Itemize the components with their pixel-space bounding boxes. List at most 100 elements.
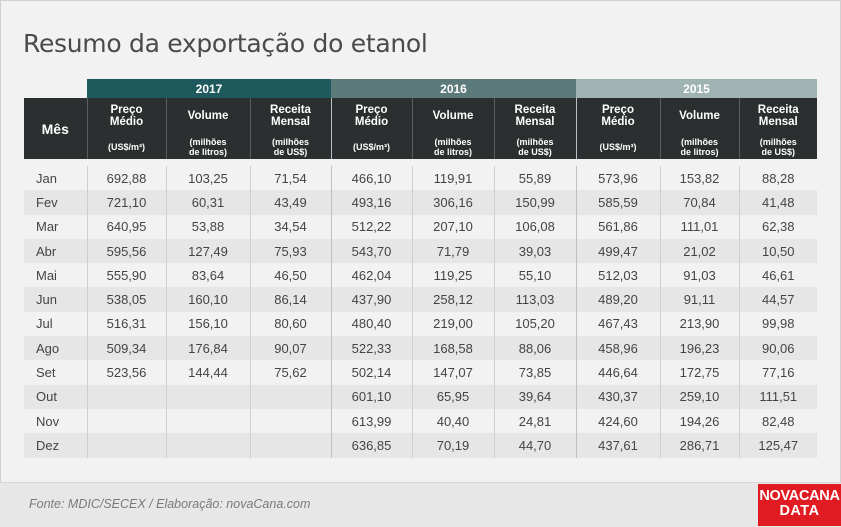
col-header-price-2015: Preço Médio: [575, 98, 660, 134]
col-header-revenue-2015: Receita Mensal: [738, 98, 817, 134]
price-cell-2015: 467,43: [575, 311, 660, 337]
volume-cell-2015: 259,10: [659, 384, 739, 409]
volume-cell-2017: 176,84: [165, 336, 250, 361]
revenue-cell-2016: 73,85: [493, 360, 576, 385]
price-cell-2016: 493,16: [330, 190, 412, 215]
month-cell: Nov: [24, 408, 87, 434]
unit-revenue-2016: (milhões de US$): [493, 134, 576, 159]
month-cell: Dez: [24, 433, 87, 458]
price-cell-2015: 489,20: [575, 287, 660, 312]
volume-cell-2016: 119,91: [411, 166, 494, 191]
volume-cell-2015: 153,82: [659, 166, 739, 191]
revenue-cell-2017: [249, 433, 331, 458]
volume-cell-2016: 70,19: [411, 433, 494, 458]
table-row: Mai 555,90 83,64 46,50 462,04 119,25 55,10 512,…: [24, 263, 817, 288]
revenue-cell-2017: 80,60: [249, 311, 331, 337]
revenue-cell-2017: 75,62: [249, 360, 331, 385]
price-cell-2016: 522,33: [330, 336, 412, 361]
unit-volume-2015: (milhões de litros): [659, 134, 739, 159]
revenue-cell-2016: 55,89: [493, 166, 576, 191]
price-cell-2015: 561,86: [575, 214, 660, 239]
revenue-cell-2017: [249, 384, 331, 409]
unit-volume-2016: (milhões de litros): [411, 134, 494, 159]
price-cell-2016: 613,99: [330, 408, 412, 434]
revenue-cell-2015: 125,47: [738, 433, 817, 458]
month-cell: Mar: [24, 214, 87, 239]
unit-price-2017: (US$/m³): [86, 134, 166, 159]
table-row: Jan 692,88 103,25 71,54 466,10 119,91 55,89 573…: [24, 166, 817, 191]
price-cell-2015: 573,96: [575, 166, 660, 191]
col-header-volume-2017: Volume: [165, 98, 250, 134]
revenue-cell-2015: 62,38: [738, 214, 817, 239]
price-cell-2017: [86, 433, 166, 458]
price-cell-2017: 538,05: [86, 287, 166, 312]
price-cell-2017: 523,56: [86, 360, 166, 385]
revenue-cell-2017: [249, 408, 331, 434]
logo-line-1: NOVACANA: [759, 488, 840, 504]
volume-cell-2016: 65,95: [411, 384, 494, 409]
volume-cell-2015: 21,02: [659, 238, 739, 264]
price-cell-2016: 512,22: [330, 214, 412, 239]
revenue-cell-2015: 46,61: [738, 263, 817, 288]
volume-cell-2017: [165, 433, 250, 458]
revenue-cell-2015: 10,50: [738, 238, 817, 264]
table-row: Jul 516,31 156,10 80,60 480,40 219,00 105,20 46…: [24, 311, 817, 337]
volume-cell-2015: 286,71: [659, 433, 739, 458]
price-cell-2016: 601,10: [330, 384, 412, 409]
col-header-volume-2016: Volume: [411, 98, 494, 134]
volume-cell-2017: 156,10: [165, 311, 250, 337]
unit-volume-2017: (milhões de litros): [165, 134, 250, 159]
month-cell: Jul: [24, 311, 87, 337]
table-row: Dez 636,85 70,19 44,70 437,61 286,71 125,47: [24, 433, 817, 458]
price-cell-2015: 446,64: [575, 360, 660, 385]
table-row: Abr 595,56 127,49 75,93 543,70 71,79 39,03 499,…: [24, 238, 817, 264]
revenue-cell-2015: 99,98: [738, 311, 817, 337]
volume-cell-2016: 219,00: [411, 311, 494, 337]
table-row: Jun 538,05 160,10 86,14 437,90 258,12 113,03 48…: [24, 287, 817, 312]
col-header-revenue-2016: Receita Mensal: [493, 98, 576, 134]
price-cell-2015: 512,03: [575, 263, 660, 288]
revenue-cell-2016: 24,81: [493, 408, 576, 434]
month-cell: Out: [24, 384, 87, 409]
unit-price-2016: (US$/m³): [330, 134, 412, 159]
revenue-cell-2016: 113,03: [493, 287, 576, 312]
revenue-cell-2015: 77,16: [738, 360, 817, 385]
price-cell-2016: 480,40: [330, 311, 412, 337]
year-header-2015: 2015: [576, 79, 817, 98]
price-cell-2017: 692,88: [86, 166, 166, 191]
price-cell-2016: 543,70: [330, 238, 412, 264]
volume-cell-2017: 83,64: [165, 263, 250, 288]
source-note: Fonte: MDIC/SECEX / Elaboração: novaCana…: [29, 497, 311, 511]
revenue-cell-2016: 105,20: [493, 311, 576, 337]
revenue-cell-2015: 90,06: [738, 336, 817, 361]
ethanol-export-table: 2017 2016 2015 Mês Preço Médio Volume Rec…: [24, 79, 817, 458]
table-body: Jan 692,88 103,25 71,54 466,10 119,91 55,89 573…: [24, 166, 817, 458]
revenue-cell-2016: 39,64: [493, 384, 576, 409]
col-header-price-2017: Preço Médio: [86, 98, 166, 134]
revenue-cell-2017: 43,49: [249, 190, 331, 215]
year-header-blank: [24, 79, 87, 98]
revenue-cell-2015: 82,48: [738, 408, 817, 434]
month-cell: Jun: [24, 287, 87, 312]
revenue-cell-2015: 88,28: [738, 166, 817, 191]
price-cell-2015: 424,60: [575, 408, 660, 434]
volume-cell-2016: 147,07: [411, 360, 494, 385]
price-cell-2015: 430,37: [575, 384, 660, 409]
month-cell: Abr: [24, 238, 87, 264]
revenue-cell-2017: 90,07: [249, 336, 331, 361]
price-cell-2017: 640,95: [86, 214, 166, 239]
page-title: Resumo da exportação do etanol: [23, 29, 428, 58]
volume-cell-2017: 60,31: [165, 190, 250, 215]
volume-cell-2015: 196,23: [659, 336, 739, 361]
month-cell: Ago: [24, 336, 87, 361]
price-cell-2015: 437,61: [575, 433, 660, 458]
price-cell-2017: [86, 384, 166, 409]
month-cell: Jan: [24, 166, 87, 191]
month-cell: Mai: [24, 263, 87, 288]
unit-price-2015: (US$/m³): [575, 134, 660, 159]
revenue-cell-2015: 41,48: [738, 190, 817, 215]
volume-cell-2015: 91,11: [659, 287, 739, 312]
novacana-data-logo[interactable]: NOVACANA DATA: [758, 484, 841, 526]
volume-cell-2017: 103,25: [165, 166, 250, 191]
revenue-cell-2016: 88,06: [493, 336, 576, 361]
